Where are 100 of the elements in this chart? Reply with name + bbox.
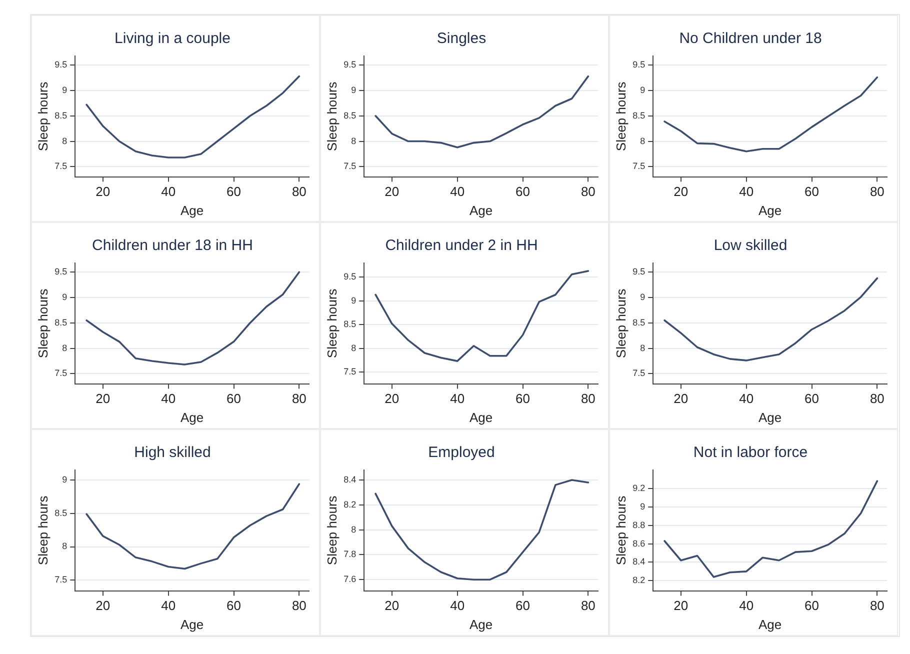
- x-tick-label: 40: [450, 391, 465, 406]
- x-tick-label: 20: [384, 184, 400, 200]
- y-axis-title: Sleep hours: [324, 81, 340, 152]
- x-tick-label: 80: [580, 184, 596, 200]
- chart-title: Low skilled: [714, 237, 788, 254]
- x-tick-label: 40: [161, 391, 176, 406]
- y-tick-label: 7.5: [54, 161, 68, 172]
- y-tick-label: 9: [62, 85, 68, 95]
- y-axis-title: Sleep hours: [35, 81, 50, 152]
- y-tick-label: 8: [62, 541, 68, 552]
- y-tick-label: 9.2: [632, 482, 646, 493]
- y-tick-label: 9.5: [632, 266, 646, 277]
- y-tick-label: 8.5: [54, 110, 68, 120]
- y-axis-title: Sleep hours: [613, 495, 628, 566]
- y-tick-label: 8.5: [632, 110, 646, 120]
- x-tick-label: 60: [516, 598, 530, 614]
- x-tick-label: 40: [161, 184, 176, 200]
- chart-title: No Children under 18: [679, 30, 822, 48]
- x-axis-title: Age: [758, 616, 782, 632]
- y-tick-label: 9: [351, 295, 356, 306]
- y-tick-label: 8: [351, 524, 356, 534]
- x-axis-title: Age: [180, 410, 204, 425]
- y-tick-label: 8.4: [632, 556, 646, 567]
- y-tick-label: 8.5: [344, 110, 356, 120]
- y-tick-label: 8.8: [632, 520, 646, 530]
- x-axis-title: Age: [469, 616, 493, 632]
- y-tick-label: 9.5: [632, 60, 646, 70]
- y-tick-label: 8: [62, 136, 68, 146]
- y-tick-label: 8: [640, 136, 646, 146]
- x-tick-label: 60: [516, 184, 530, 200]
- y-tick-label: 8.6: [632, 538, 646, 548]
- x-tick-label: 20: [384, 391, 400, 406]
- y-tick-label: 9: [62, 474, 68, 484]
- x-tick-label: 20: [384, 598, 400, 614]
- x-tick-label: 80: [292, 598, 306, 614]
- x-tick-label: 20: [674, 598, 688, 614]
- y-tick-label: 9: [640, 292, 646, 302]
- x-tick-label: 60: [226, 184, 241, 200]
- y-axis-title: Sleep hours: [613, 288, 628, 358]
- chart-title: Not in labor force: [693, 444, 808, 462]
- chart-title: High skilled: [134, 444, 211, 462]
- y-tick-label: 8: [351, 136, 356, 146]
- y-tick-label: 7.5: [632, 161, 646, 172]
- x-axis-title: Age: [758, 202, 782, 218]
- x-tick-label: 40: [450, 598, 465, 614]
- y-axis-title: Sleep hours: [324, 288, 340, 358]
- x-tick-label: 60: [804, 184, 819, 200]
- y-tick-label: 7.5: [344, 366, 356, 376]
- y-tick-label: 8.2: [344, 499, 356, 510]
- x-tick-label: 80: [870, 391, 884, 406]
- y-axis-title: Sleep hours: [35, 288, 50, 358]
- x-tick-label: 20: [96, 391, 110, 406]
- chart-title: Children under 18 in HH: [92, 237, 253, 254]
- x-tick-label: 60: [226, 391, 241, 406]
- x-tick-label: 20: [674, 184, 688, 200]
- x-tick-label: 60: [804, 598, 819, 614]
- x-axis-title: Age: [469, 410, 493, 425]
- y-tick-label: 9: [62, 292, 68, 302]
- y-tick-label: 8: [351, 342, 356, 353]
- chart-title: Children under 2 in HH: [385, 237, 538, 254]
- y-tick-label: 8.5: [344, 319, 356, 330]
- x-tick-label: 80: [580, 598, 596, 614]
- x-tick-label: 60: [516, 391, 530, 406]
- x-axis-title: Age: [180, 202, 204, 218]
- x-tick-label: 40: [739, 391, 754, 406]
- y-tick-label: 9: [351, 85, 356, 95]
- x-tick-label: 60: [226, 598, 241, 614]
- y-tick-label: 7.8: [344, 549, 356, 560]
- y-tick-label: 8.5: [54, 317, 68, 328]
- x-tick-label: 40: [161, 598, 176, 614]
- x-tick-label: 40: [450, 184, 465, 200]
- x-tick-label: 80: [292, 391, 306, 406]
- x-tick-label: 80: [870, 184, 884, 200]
- chart-title: Living in a couple: [114, 30, 230, 48]
- y-tick-label: 7.5: [344, 161, 356, 172]
- y-tick-label: 9.5: [344, 272, 356, 282]
- x-axis-title: Age: [180, 616, 204, 632]
- y-tick-label: 8: [640, 342, 646, 353]
- x-tick-label: 80: [580, 391, 596, 406]
- y-axis-title: Sleep hours: [35, 495, 50, 566]
- y-tick-label: 7.5: [632, 368, 646, 378]
- y-tick-label: 8.5: [54, 508, 68, 518]
- y-tick-label: 9.5: [54, 266, 68, 277]
- y-tick-label: 8.5: [632, 317, 646, 328]
- x-axis-title: Age: [758, 410, 782, 425]
- chart-title: Employed: [428, 444, 495, 462]
- y-tick-label: 9.5: [54, 60, 68, 70]
- y-axis-title: Sleep hours: [324, 495, 340, 566]
- y-tick-label: 9: [640, 501, 646, 512]
- x-tick-label: 40: [739, 598, 754, 614]
- y-axis-title: Sleep hours: [613, 81, 628, 152]
- y-tick-label: 7.6: [344, 574, 356, 584]
- y-tick-label: 9.5: [344, 60, 356, 70]
- x-tick-label: 20: [96, 598, 110, 614]
- y-tick-label: 7.5: [54, 368, 68, 378]
- x-tick-label: 40: [739, 184, 754, 200]
- x-axis-title: Age: [469, 202, 493, 218]
- x-tick-label: 80: [870, 598, 884, 614]
- x-tick-label: 80: [292, 184, 306, 200]
- y-tick-label: 8: [62, 342, 68, 353]
